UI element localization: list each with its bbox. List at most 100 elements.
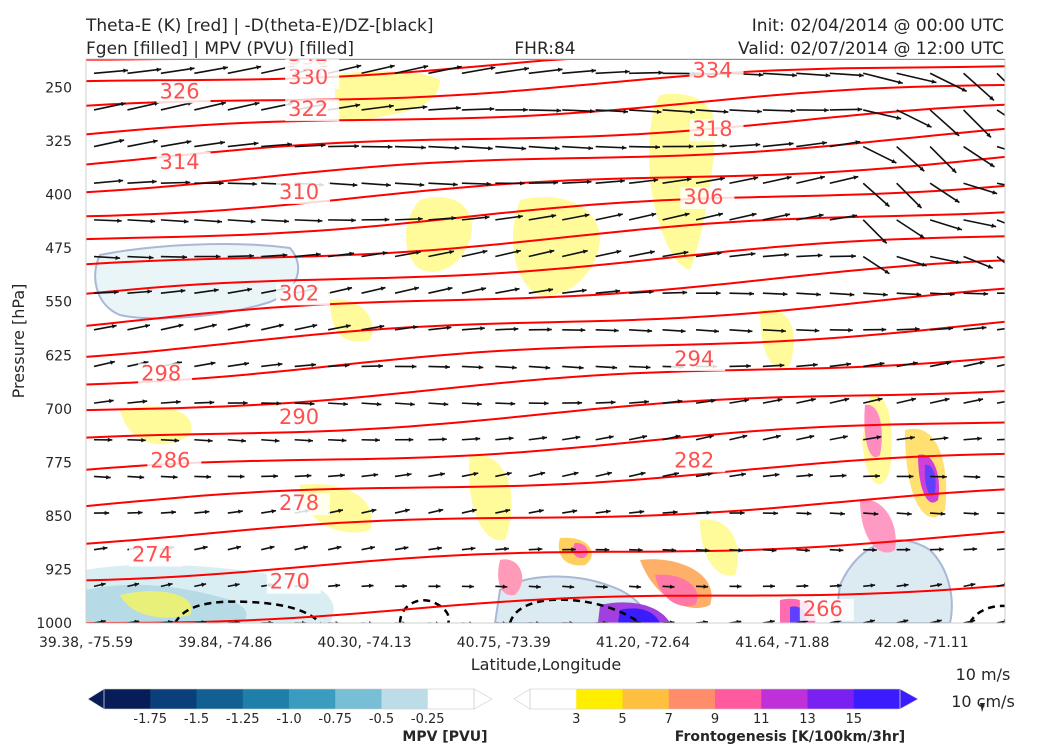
colorbar-tick-label: -1.25 [226,712,260,727]
wind-vector [461,145,493,150]
wind-vector-head [252,181,258,187]
wind-vector-head [710,398,716,404]
colorbar-extend-left [87,688,105,710]
x-tick-label: 41.64, -71.88 [735,635,829,651]
wind-vector [562,180,592,185]
wind-vector-head [881,238,887,244]
wind-vector-head [403,545,409,551]
wind-vector-head [674,471,679,477]
wind-vector-head [201,582,207,587]
wind-vector-head [1027,187,1032,191]
wind-vector-head [220,140,225,145]
wind-vector-head [750,251,756,257]
wind-vector [796,175,826,185]
y-tick-label: 475 [45,241,72,257]
colorbar-tick-label: -0.75 [318,712,352,727]
wind-vector [862,145,897,164]
wind-vector-head [316,252,321,257]
wind-vector-head [942,474,947,479]
wind-vector-head [435,584,441,589]
contour-label-bg [275,406,330,429]
wind-vector-head [110,360,115,365]
dtheta-dz-contour [173,600,321,623]
wind-vector-head [553,180,559,185]
wind-vector-head [903,583,909,588]
wind-vector [227,102,260,111]
theta-e-contour [86,320,1005,386]
colorbar-segment [807,689,855,709]
contour-label-bg [689,60,744,83]
wind-vector-head [271,509,277,514]
wind-vector-head [1009,475,1014,479]
wind-vector-head [855,140,861,145]
reference-vector-horizontal: 10 m/s [956,665,1011,684]
wind-vector-head [625,69,630,74]
colorbar-segment [335,689,382,709]
wind-vector-head [944,397,950,402]
wind-vector-head [510,401,516,406]
wind-vector-head [921,262,927,267]
theta-e-contour-label: 298 [141,361,181,385]
wind-vector-head [120,101,126,107]
wind-vector-head [642,434,648,440]
wind-vector-head [1015,325,1020,329]
wind-vector-head [100,619,106,623]
theta-e-contour-label: 326 [160,79,200,103]
colorbar-extend-right [473,688,493,710]
wind-vector [829,175,859,185]
y-tick-label: 925 [45,562,72,578]
x-tick-label: 40.75, -73.39 [457,635,551,651]
wind-vector [394,65,429,75]
wind-vector-head [1017,271,1022,275]
wind-vector-head [607,471,612,476]
wind-vector-head [387,144,393,150]
contour-label-bg [275,493,330,516]
wind-vector-head [475,436,481,442]
wind-vector-head [278,323,284,328]
wind-vector-head [423,64,429,70]
colorbar-tick-label: 13 [799,712,816,727]
x-tick-label: 40.30, -74.13 [317,635,411,651]
colorbar-frame [103,688,475,710]
wind-vector-head [447,286,453,291]
wind-vector-head [172,474,178,480]
wind-vector-head [335,583,341,588]
wind-vector-head [108,398,114,404]
wind-vector-head [308,438,313,443]
wind-vector-head [544,401,549,406]
wind-vector-head [621,145,627,150]
colorbar-segment [150,689,197,709]
wind-vector-head [617,212,623,218]
wind-vector-head [268,620,274,623]
wind-vector-head [822,140,827,146]
wind-vector-head [907,511,912,516]
wind-vector [461,216,490,221]
wind-vector-head [781,328,786,334]
wind-vector-head [411,364,417,369]
wind-vector-head [247,287,253,292]
wind-vector-head [824,108,829,113]
wind-vector [929,219,963,231]
wind-vector [428,106,461,111]
wind-vector-head [368,583,374,589]
wind-vector-head [950,292,955,297]
wind-vector [428,182,458,186]
wind-vector-head [419,182,425,187]
colorbar-tick-label: -0.25 [411,712,445,727]
theta-e-contour [86,59,1005,83]
wind-vector-head [488,146,493,151]
wind-vector-head [809,434,815,439]
colorbar-segment [289,689,336,709]
wind-vector [762,176,792,185]
colorbar-frame [529,688,901,710]
wind-vector-head [813,362,818,368]
wind-vector-head [524,66,529,72]
theta-e-contour-label: 282 [674,448,714,472]
wind-vector-head [911,397,917,402]
colorbar-tick-label: 9 [711,712,719,727]
wind-vector-head [1011,437,1016,441]
wind-vector [929,182,960,204]
theta-e-contour-label: 334 [693,59,733,83]
fgen-shading [760,309,794,368]
